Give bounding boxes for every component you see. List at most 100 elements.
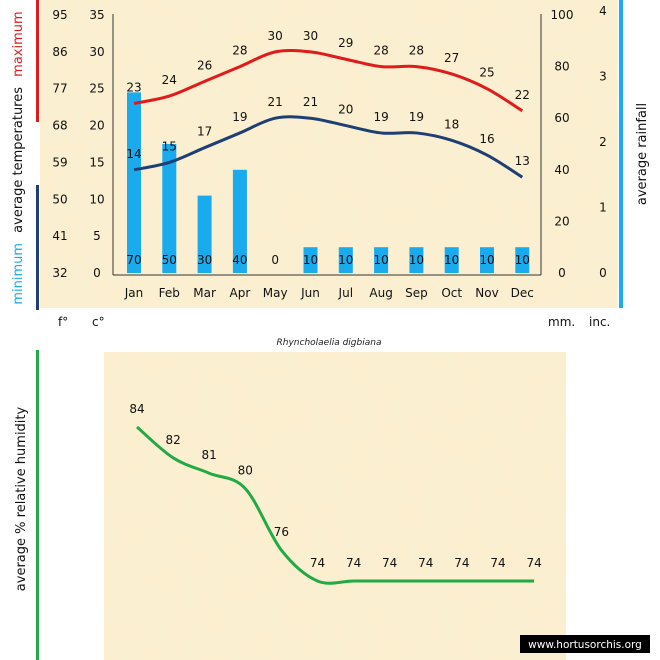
rainfall-axis-title: average rainfall [635,103,650,205]
max-temp-value-label: 25 [479,66,494,80]
rainfall-value-label: 10 [373,253,388,267]
rainfall-value-label: 30 [197,253,212,267]
min-temp-value-label: 16 [479,132,494,146]
min-temp-value-label: 19 [409,110,424,124]
max-temp-value-label: 30 [268,29,283,43]
rainfall-value-label: 10 [479,253,494,267]
fahrenheit-unit-label: f° [58,315,68,329]
fahrenheit-tick-label: 32 [52,266,67,280]
inch-tick-label: 2 [599,135,607,149]
celsius-unit-label: c° [92,315,105,329]
rainfall-bar [303,247,318,273]
inch-tick-label: 3 [599,69,607,83]
mm-tick-label: 100 [551,8,574,22]
rainfall-bar [197,195,212,273]
humidity-value-label: 82 [165,433,180,447]
temperature-lines [133,48,524,179]
fahrenheit-tick-label: 41 [52,229,67,243]
month-label: Aug [369,286,392,300]
month-label: May [263,286,288,300]
min-temp-value-label: 19 [232,110,247,124]
min-temp-value-label: 20 [338,103,353,117]
rainfall-bar [232,169,247,273]
month-label: Nov [475,286,498,300]
inch-tick-label: 1 [599,200,607,214]
rainfall-title: average rainfall [635,103,650,205]
fahrenheit-ticks: 32 41 50 59 68 77 86 95 [52,8,67,280]
rainfall-bar [444,247,459,273]
inch-ticks: 0 1 2 3 4 [599,4,607,280]
humidity-chart-background [104,352,566,660]
celsius-tick-label: 20 [89,119,104,133]
min-temp-value-label: 15 [162,139,177,153]
humidity-value-label: 74 [454,556,469,570]
celsius-tick-label: 30 [89,45,104,59]
svg-text:minimum average temperat: minimum average temperatures maximum [11,11,26,304]
mm-tick-label: 20 [554,214,569,228]
humidity-line-path [136,425,535,585]
fahrenheit-tick-label: 50 [52,192,67,206]
min-temp-value-label: 21 [268,95,283,109]
rainfall-bar [162,144,177,273]
max-temp-value-label: 28 [373,44,388,58]
month-label: Jun [300,286,320,300]
fahrenheit-tick-label: 59 [52,155,67,169]
min-temp-value-label: 21 [303,95,318,109]
rainfall-bar [409,247,424,273]
min-temp-value-label: 19 [373,110,388,124]
rainfall-bars: 70 50 30 40 0 10 10 10 10 10 10 10 [126,92,530,274]
minimum-word: minimum [11,243,26,305]
max-temp-value-label: 24 [162,73,177,87]
month-label: Feb [159,286,180,300]
rainfall-value-label: 10 [303,253,318,267]
rainfall-value-label: 50 [162,253,177,267]
max-temp-value-label: 26 [197,58,212,72]
celsius-tick-label: 0 [93,266,101,280]
temperature-data-labels: 23 24 26 28 30 30 29 28 28 27 25 22 14 15 17 19 21 21 20 19… [126,29,530,168]
humidity-axis-title: average % relative humidity [14,406,29,591]
rainfall-value-label: 0 [271,253,279,267]
humidity-line [136,425,535,585]
humidity-value-label: 74 [346,556,361,570]
humidity-value-label: 74 [382,556,397,570]
rainfall-bar [374,247,389,273]
mm-unit-label: mm. [548,315,575,329]
max-temp-line [133,48,524,113]
watermark-box [520,635,650,653]
celsius-ticks: 0 5 10 15 20 25 30 35 [89,8,104,280]
month-label: Dec [511,286,534,300]
rainfall-value-label: 10 [444,253,459,267]
max-temp-value-label: 28 [409,44,424,58]
month-label: Jan [124,286,144,300]
month-label: Jul [338,286,353,300]
humidity-value-label: 76 [274,525,289,539]
rainfall-value-label: 70 [126,253,141,267]
rainfall-bar [338,247,353,273]
rainfall-value-label: 10 [338,253,353,267]
humidity-title: average % relative humidity [14,406,29,591]
fahrenheit-tick-label: 86 [52,45,67,59]
rainfall-bar [480,247,494,273]
rainfall-side-bar [619,0,623,308]
celsius-tick-label: 10 [89,192,104,206]
min-temp-value-label: 17 [197,125,212,139]
rainfall-value-label: 10 [409,253,424,267]
humidity-value-label: 74 [490,556,505,570]
humidity-value-label: 74 [310,556,325,570]
min-temp-value-label: 14 [126,147,141,161]
species-name: Rhyncholaelia digbiana [277,338,382,348]
mm-tick-label: 60 [554,111,569,125]
max-temp-side-bar [36,0,39,122]
humidity-value-label: 74 [418,556,433,570]
rainfall-value-label: 10 [515,253,530,267]
rainfall-bar [515,247,530,273]
max-temp-value-label: 27 [444,51,459,65]
humidity-value-label: 80 [238,464,253,478]
temperature-axis-title: minimum average temperatures maximum [11,11,26,304]
rainfall-value-label: 40 [232,253,247,267]
min-temp-value-label: 18 [444,117,459,131]
average-temperatures-word: average temperatures [11,87,26,233]
min-temp-side-bar [36,185,39,310]
